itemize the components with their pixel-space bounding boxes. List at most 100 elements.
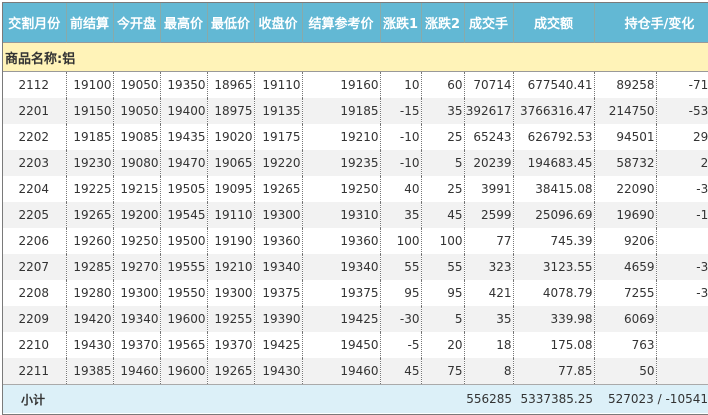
table-cell: 19550 (160, 280, 208, 306)
table-cell: 19190 (207, 228, 255, 254)
table-cell: 19150 (66, 98, 114, 124)
table-cell: 19505 (160, 176, 208, 202)
table-cell: 19135 (254, 98, 303, 124)
column-header[interactable]: 今开盘 (113, 3, 161, 43)
table-cell: 19100 (66, 71, 114, 98)
table-cell: 19340 (254, 254, 303, 280)
table-cell: 8 (464, 358, 514, 385)
column-header[interactable]: 最低价 (207, 3, 255, 43)
table-cell: 323 (464, 254, 514, 280)
table-row: 2201 19150 19050 19400 18975 19135 19185 -15 35 3… (3, 98, 708, 124)
table-row: 2211 19385 19460 19600 19265 19430 19460 45 75 8 7… (3, 358, 708, 385)
table-cell: 19310 (302, 202, 381, 228)
table-cell: 19300 (254, 202, 303, 228)
table-cell: -304 (656, 254, 708, 280)
table-cell: 19375 (302, 280, 381, 306)
table-cell: 25 (421, 124, 465, 150)
table-cell: 19300 (113, 280, 161, 306)
table-row: 2205 19265 19200 19545 19110 19300 19310 35 45 25… (3, 202, 708, 228)
table-cell: 100 (380, 228, 422, 254)
table-cell: 2945 (656, 124, 708, 150)
table-cell: 2208 (3, 280, 67, 306)
table-cell: 19555 (160, 254, 208, 280)
table-cell: 2202 (3, 124, 67, 150)
table-row: 2203 19230 19080 19470 19065 19220 19235 -10 5 20… (3, 150, 708, 176)
table-cell: 19340 (113, 306, 161, 332)
table-cell: 18965 (207, 71, 255, 98)
column-header[interactable]: 持仓手/变化 (594, 3, 708, 43)
table-cell: 3766316.47 (513, 98, 595, 124)
table-cell: 75 (421, 358, 465, 385)
table-row: 2207 19285 19270 19555 19210 19340 19340 55 55 32… (3, 254, 708, 280)
header-row: 交割月份 前结算 今开盘 最高价 最低价 收盘价 结算参考价 涨跌1 涨跌2 成交手 成交额 持仓手/… (3, 3, 708, 43)
column-header[interactable]: 结算参考价 (302, 3, 381, 43)
goods-name-row: 商品名称:铝 (3, 42, 708, 72)
table-cell: 19250 (302, 176, 381, 202)
table-cell: -159 (656, 202, 708, 228)
subtotal-row: 小计 556285 5337385.25 527023 / -10541 (3, 384, 708, 413)
table-cell: -30 (380, 306, 422, 332)
column-header[interactable]: 收盘价 (254, 3, 303, 43)
column-header[interactable]: 成交手 (464, 3, 514, 43)
table-cell: 2112 (3, 71, 67, 98)
table-cell: 3991 (464, 176, 514, 202)
table-cell: 19255 (207, 306, 255, 332)
table-cell: 35 (464, 306, 514, 332)
table-cell: 19500 (160, 228, 208, 254)
table-cell: 19185 (66, 124, 114, 150)
table-cell: 19435 (160, 124, 208, 150)
table-cell: -10 (380, 150, 422, 176)
table-cell: 677540.41 (513, 71, 595, 98)
table-cell: 35 (380, 202, 422, 228)
table-cell: 2207 (3, 254, 67, 280)
table-cell: 19425 (302, 306, 381, 332)
table-cell: 2 (656, 332, 708, 358)
column-header[interactable]: 成交额 (513, 3, 595, 43)
table-cell: 3123.55 (513, 254, 595, 280)
column-header[interactable]: 最高价 (160, 3, 208, 43)
column-header[interactable]: 涨跌2 (421, 3, 465, 43)
table-cell: 77 (464, 228, 514, 254)
table-cell: 19285 (66, 254, 114, 280)
table-cell: 19545 (160, 202, 208, 228)
column-header[interactable]: 前结算 (66, 3, 114, 43)
table-cell: 626792.53 (513, 124, 595, 150)
table-cell: 19265 (207, 358, 255, 385)
table-cell: 392617 (464, 98, 514, 124)
table-cell: -10 (380, 124, 422, 150)
table-cell: 58732 (594, 150, 657, 176)
table-cell: 19230 (66, 150, 114, 176)
table-cell: 9206 (594, 228, 657, 254)
column-header[interactable]: 涨跌1 (380, 3, 422, 43)
table-cell: 19215 (113, 176, 161, 202)
table-cell: 89258 (594, 71, 657, 98)
table-cell: 19340 (302, 254, 381, 280)
table-row: 2210 19430 19370 19565 19370 19425 19450 -5 20 18… (3, 332, 708, 358)
table-cell: 5 (421, 150, 465, 176)
table-cell: -7133 (656, 71, 708, 98)
table-cell: 19430 (254, 358, 303, 385)
table-cell: 40 (380, 176, 422, 202)
table-cell: 19225 (66, 176, 114, 202)
table-cell: 4659 (594, 254, 657, 280)
table-row: 2204 19225 19215 19505 19095 19265 19250 40 25 39… (3, 176, 708, 202)
table-cell: -399 (656, 280, 708, 306)
column-header[interactable]: 交割月份 (3, 3, 67, 43)
table-cell: 70714 (464, 71, 514, 98)
table-cell: 19200 (113, 202, 161, 228)
table-cell: 10 (380, 71, 422, 98)
table-cell: 60 (421, 71, 465, 98)
table-cell: 2203 (3, 150, 67, 176)
table-cell: 2210 (3, 332, 67, 358)
table-cell: 6069 (594, 306, 657, 332)
table-cell: 19110 (207, 202, 255, 228)
table-cell: 19065 (207, 150, 255, 176)
table-row: 2202 19185 19085 19435 19020 19175 19210 -10 25 6… (3, 124, 708, 150)
table-cell: 77.85 (513, 358, 595, 385)
table-cell: 19210 (302, 124, 381, 150)
table-cell: 2211 (3, 358, 67, 385)
table-cell: 38415.08 (513, 176, 595, 202)
subtotal-open-interest: 527023 / -10541 (594, 384, 708, 413)
table-cell: 19360 (254, 228, 303, 254)
